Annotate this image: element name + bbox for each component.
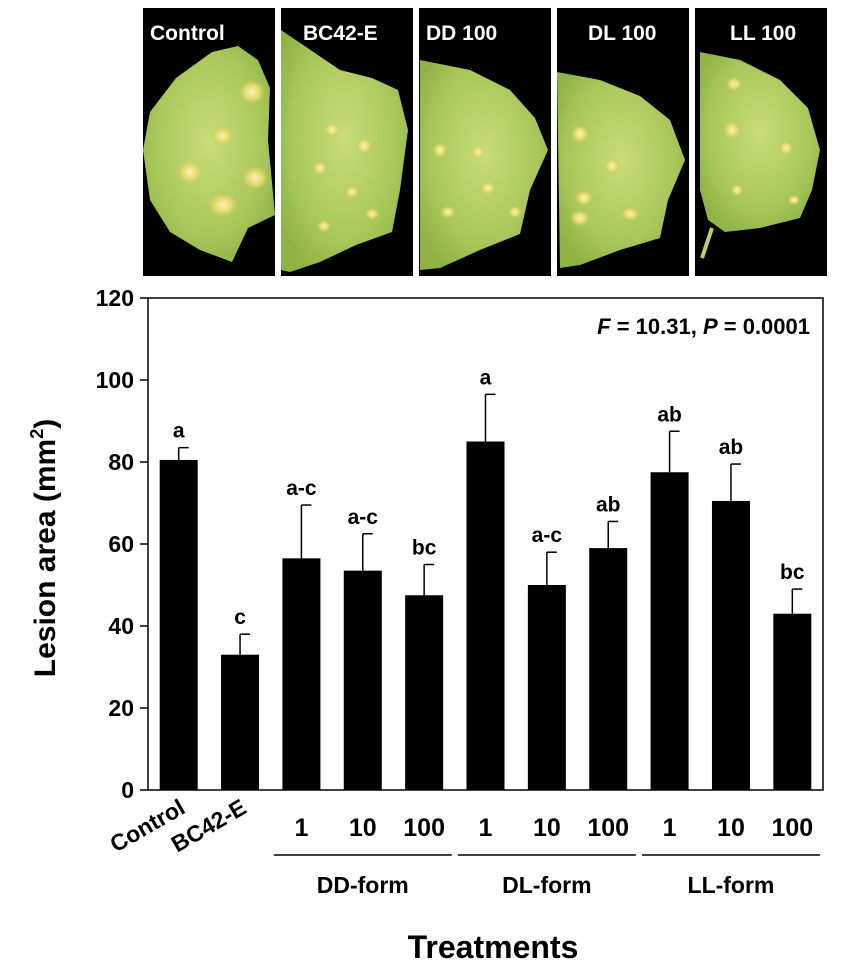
bar xyxy=(221,654,260,790)
y-axis-title: Lesion area (mm2) xyxy=(27,419,62,677)
x-tick-label: 10 xyxy=(533,814,561,842)
photo-label-dd100: DD 100 xyxy=(426,22,497,45)
group-label: DL-form xyxy=(502,872,591,898)
y-tick-label: 40 xyxy=(108,613,134,639)
bar xyxy=(650,472,689,790)
leaf-photo-panel: Control BC42-E DD 100 DL 100 LL 100 xyxy=(143,8,827,276)
significance-letter: bc xyxy=(780,561,805,584)
bar xyxy=(343,570,382,790)
y-tick-label: 80 xyxy=(108,449,134,475)
leaf-photo-dl100 xyxy=(557,8,689,276)
group-label: DD-form xyxy=(317,872,409,898)
bar xyxy=(282,558,321,790)
y-tick-label: 120 xyxy=(96,285,134,311)
bar xyxy=(466,441,505,790)
bar xyxy=(159,459,198,790)
significance-letter: a-c xyxy=(286,477,317,500)
y-tick-label: 100 xyxy=(96,367,134,393)
x-tick-label: 1 xyxy=(294,814,308,842)
significance-letter: c xyxy=(234,606,246,629)
significance-letter: a xyxy=(173,420,185,443)
x-axis-title: Treatments xyxy=(408,929,579,965)
photo-label-ll100: LL 100 xyxy=(730,22,796,45)
photo-label-bc42e: BC42-E xyxy=(303,22,378,45)
significance-letter: ab xyxy=(596,493,621,516)
y-tick-label: 60 xyxy=(108,531,134,557)
x-tick-label: 1 xyxy=(479,814,493,842)
x-tick-label: 10 xyxy=(717,814,745,842)
photo-label-dl100: DL 100 xyxy=(588,22,657,45)
photo-label-control: Control xyxy=(150,22,225,45)
x-tick-label: 100 xyxy=(771,814,813,842)
bar xyxy=(405,595,444,790)
bar xyxy=(589,548,628,790)
bar xyxy=(711,500,750,790)
significance-letter: a-c xyxy=(348,506,379,529)
x-tick-label: 100 xyxy=(587,814,629,842)
stats-annotation: F = 10.31, P = 0.0001 xyxy=(597,314,810,339)
bar xyxy=(773,613,812,790)
x-tick-label: 100 xyxy=(403,814,445,842)
group-label: LL-form xyxy=(688,872,775,898)
bar xyxy=(527,585,566,790)
leaf-photo-ll100 xyxy=(695,8,827,276)
significance-letter: ab xyxy=(657,403,682,426)
x-tick-label: 1 xyxy=(663,814,677,842)
leaf-photo-control xyxy=(143,8,275,276)
significance-letter: bc xyxy=(412,537,437,560)
significance-letter: a xyxy=(480,366,492,389)
leaf-photo-bc42e xyxy=(281,8,413,276)
x-tick-label: 10 xyxy=(349,814,377,842)
significance-letter: ab xyxy=(719,436,744,459)
leaf-photo-dd100 xyxy=(419,8,551,276)
y-tick-label: 20 xyxy=(108,695,134,721)
y-tick-label: 0 xyxy=(121,777,134,803)
significance-letter: a-c xyxy=(532,524,563,547)
